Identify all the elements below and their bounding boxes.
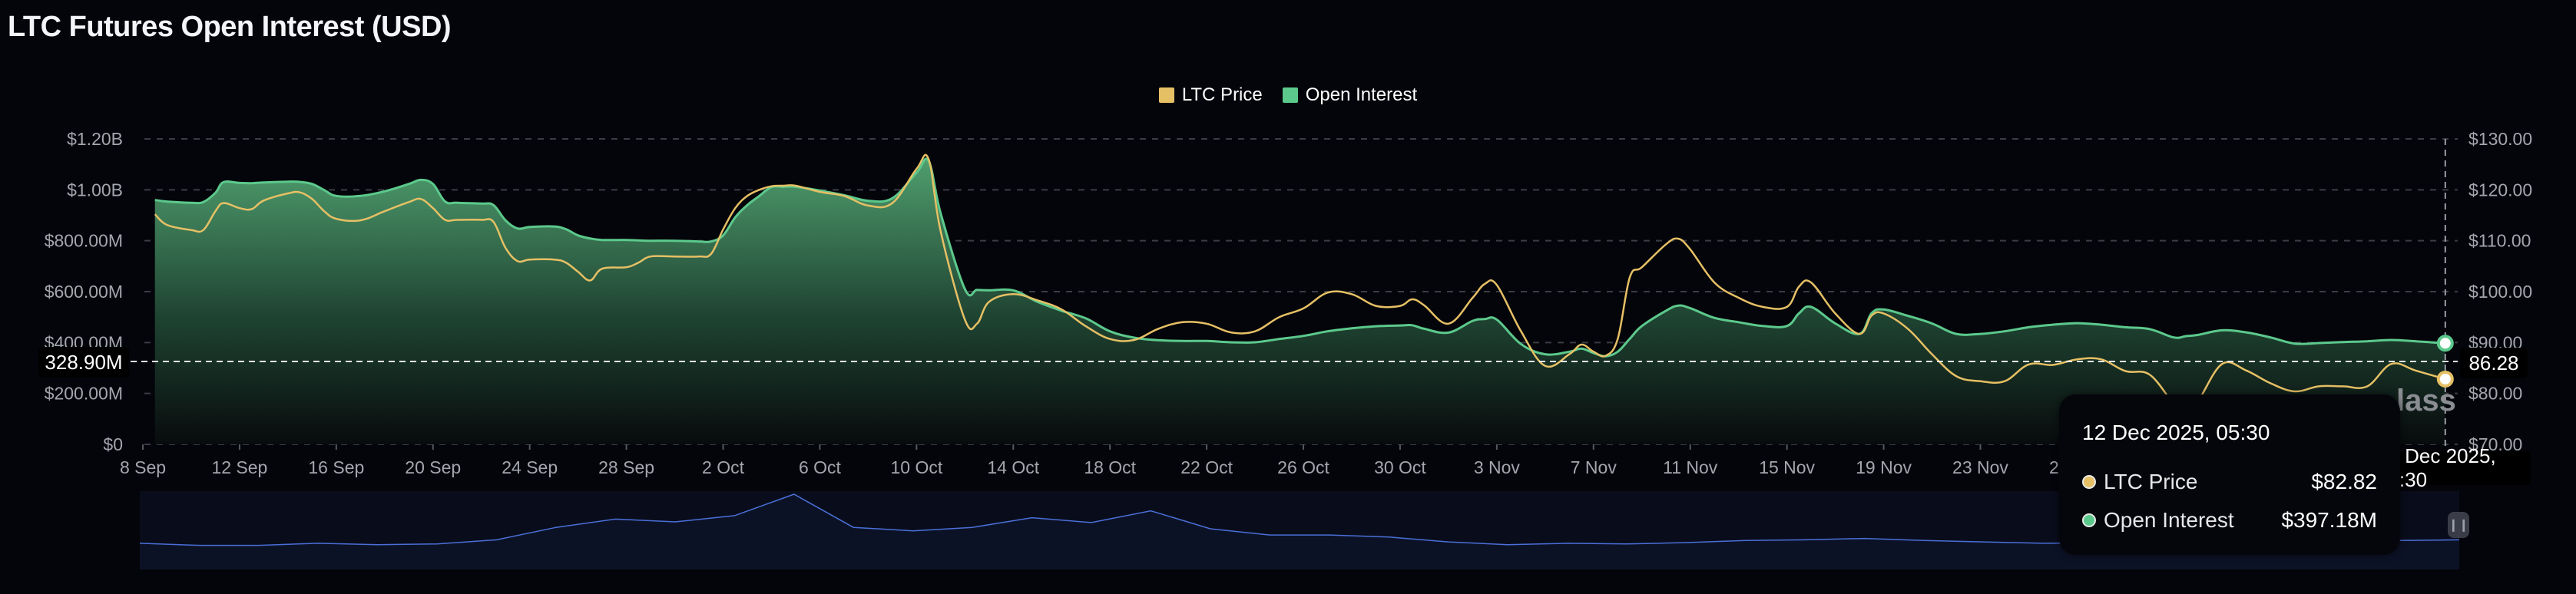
left-axis-tick-label: $0 — [103, 434, 123, 454]
tooltip-row-price: LTC Price $82.82 — [2082, 470, 2377, 494]
open-interest-marker — [2436, 335, 2454, 352]
left-axis-tick-label: $1.20B — [67, 129, 123, 149]
left-axis-tick-label: $600.00M — [45, 282, 123, 302]
right-axis-tick-label: $110.00 — [2468, 231, 2531, 251]
x-axis-tick-label: 8 Sep — [120, 457, 166, 477]
x-axis-tick-label: 16 Sep — [308, 457, 364, 477]
right-axis-tick-label: $70.00 — [2468, 434, 2522, 454]
x-axis-tick-label: 23 Nov — [1952, 457, 2008, 477]
pause-bars-icon: ❙❙ — [2448, 519, 2469, 532]
ltc-price-marker — [2436, 370, 2454, 388]
x-axis-tick-label: 10 Oct — [890, 457, 942, 477]
tooltip-date: 12 Dec 2025, 05:30 — [2082, 421, 2270, 444]
tooltip-label: LTC Price — [2104, 470, 2198, 493]
price-dot-icon — [2082, 475, 2096, 489]
legend-label: Open Interest — [1305, 84, 1418, 105]
tooltip-value: $397.18M — [2281, 508, 2377, 532]
x-axis-tick-label: 2 Oct — [702, 457, 745, 477]
legend-item-ltc-price[interactable]: LTC Price — [1158, 84, 1263, 106]
x-axis-tick-label: 28 Sep — [598, 457, 654, 477]
right-axis-tick-label: $100.00 — [2468, 282, 2532, 302]
x-axis-tick-label: 24 Sep — [502, 457, 558, 477]
x-axis-tick-label: 15 Nov — [1759, 457, 1815, 477]
left-axis-tick-label: $1.00B — [67, 180, 123, 200]
tooltip: 12 Dec 2025, 05:30 LTC Price $82.82 Open… — [2059, 394, 2400, 555]
x-axis-tick-label: 22 Oct — [1180, 457, 1233, 477]
legend-label: LTC Price — [1181, 84, 1263, 105]
x-axis-tick-label: 14 Oct — [987, 457, 1039, 477]
right-axis-tick-label: $80.00 — [2468, 384, 2522, 404]
crosshair-right-label: 86.28 — [2460, 348, 2528, 378]
ltc-price-line — [154, 153, 2446, 411]
left-axis-tick-label: $200.00M — [45, 384, 123, 404]
navigator-area — [140, 494, 2459, 569]
x-axis-tick-label: 12 Sep — [211, 457, 267, 477]
crosshair-left-label: 328.90M — [38, 347, 129, 378]
x-axis-tick-label: 19 Nov — [1856, 457, 1912, 477]
x-axis-tick-label: 3 Nov — [1474, 457, 1521, 477]
x-axis-tick-label: 7 Nov — [1571, 457, 1617, 477]
x-axis-tick-label: 30 Oct — [1374, 457, 1426, 477]
legend-swatch-oi — [1282, 87, 1298, 103]
left-axis: $0$200.00M$400.00M$600.00M$800.00M$1.00B… — [45, 129, 123, 454]
legend-item-open-interest[interactable]: Open Interest — [1282, 84, 1418, 106]
watermark-logo: lass — [2396, 384, 2456, 417]
crosshair-x-label: 12 Dec 2025, 05:30 — [2377, 444, 2531, 491]
left-axis-tick-label: $800.00M — [45, 231, 123, 251]
navigator-handle[interactable]: ❙❙ — [2448, 512, 2469, 538]
right-axis: $70.00$80.00$90.00$100.00$110.00$120.00$… — [2468, 129, 2532, 454]
oi-dot-icon — [2082, 513, 2096, 527]
tooltip-row-oi: Open Interest $397.18M — [2082, 508, 2377, 533]
right-axis-tick-label: $120.00 — [2468, 180, 2532, 200]
tooltip-label: Open Interest — [2104, 508, 2234, 532]
x-axis-tick-label: 6 Oct — [799, 457, 842, 477]
open-interest-line — [154, 157, 2445, 358]
chart-title: LTC Futures Open Interest (USD) — [8, 11, 452, 43]
x-axis: 8 Sep 12 Sep 16 Sep 20 Sep 24 Sep 28 Sep 2 Oct… — [120, 444, 2105, 477]
legend: LTC Price Open Interest — [0, 84, 2576, 106]
right-axis-tick-label: $130.00 — [2468, 129, 2532, 149]
legend-swatch-price — [1158, 87, 1174, 103]
tooltip-value: $82.82 — [2311, 470, 2377, 493]
crosshair — [131, 139, 2458, 450]
x-axis-tick-label: 11 Nov — [1663, 457, 1718, 477]
x-axis-tick-label: 26 Oct — [1277, 457, 1329, 477]
x-axis-tick-label: 18 Oct — [1084, 457, 1136, 477]
x-axis-tick-label: 20 Sep — [405, 457, 461, 477]
